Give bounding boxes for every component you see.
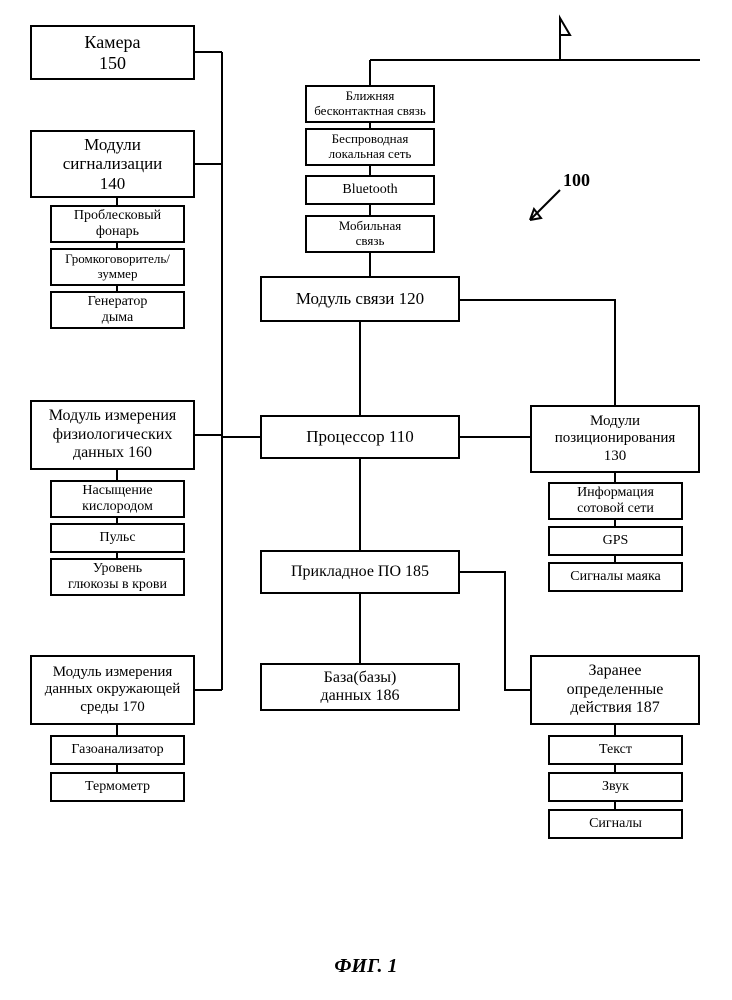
line: Термометр [85,779,150,795]
line: Пульс [99,530,135,546]
line: Беспроводная [332,132,409,147]
line: локальная сеть [329,147,412,162]
line: Информация [577,485,654,501]
box-cellinfo: Информация сотовой сети [548,482,683,520]
line: Текст [599,742,632,758]
line: сотовой сети [577,501,654,517]
box-wlan: Беспроводная локальная сеть [305,128,435,166]
line: сигнализации [63,154,163,174]
line: Мобильная [339,219,401,234]
line: Модуль связи 120 [296,289,424,309]
box-gps: GPS [548,526,683,556]
box-text: Текст [548,735,683,765]
line: Модуль измерения [53,664,173,681]
line: бесконтактная связь [314,104,426,119]
line: фонарь [96,224,139,240]
line: зуммер [98,267,138,282]
line: данных окружающей [45,681,181,698]
box-nfc: Ближняя бесконтактная связь [305,85,435,123]
line: 130 [604,448,627,465]
line: Сигналы маяка [570,569,661,585]
line: определенные [567,681,664,699]
box-sound: Звук [548,772,683,802]
line: физиологических [53,426,173,444]
line: Уровень [93,561,142,577]
line: Ближняя [346,89,395,104]
box-comm: Модуль связи 120 [260,276,460,322]
box-smoke: Генератор дыма [50,291,185,329]
box-pulse: Пульс [50,523,185,553]
box-speaker: Громкоговоритель/ зуммер [50,248,185,286]
line: 140 [100,174,126,194]
line: Звук [602,779,629,795]
box-gas: Газоанализатор [50,735,185,765]
box-preset: Заранее определенные действия 187 [530,655,700,725]
box-glucose: Уровень глюкозы в крови [50,558,185,596]
line: Модуль измерения [49,407,177,425]
line: Генератор [88,294,148,310]
line: 150 [99,53,126,74]
box-bt: Bluetooth [305,175,435,205]
box-cell: Мобильная связь [305,215,435,253]
line: База(базы) [324,669,397,687]
line: Насыщение [82,483,152,499]
box-physio: Модуль измерения физиологических данных … [30,400,195,470]
line: дыма [102,310,134,326]
line: Процессор 110 [306,427,414,447]
diagram-canvas: Камера 150 Модули сигнализации 140 Пробл… [0,0,732,1000]
line: Камера [84,32,140,53]
line: Bluetooth [342,182,397,198]
box-db: База(базы) данных 186 [260,663,460,711]
ref-label: 100 [563,170,590,191]
line: Прикладное ПО 185 [291,563,429,581]
line: позиционирования [555,430,676,447]
box-app: Прикладное ПО 185 [260,550,460,594]
box-pos: Модули позиционирования 130 [530,405,700,473]
line: Газоанализатор [71,742,163,758]
line: Модули [84,135,141,155]
line: Громкоговоритель/ [65,252,170,267]
line: GPS [603,533,629,549]
figure-caption: ФИГ. 1 [0,955,732,978]
box-signals: Сигналы [548,809,683,839]
line: Модули [590,413,640,430]
box-thermo: Термометр [50,772,185,802]
line: Сигналы [589,816,642,832]
box-env: Модуль измерения данных окружающей среды… [30,655,195,725]
line: Проблесковый [74,208,161,224]
box-alarm: Модули сигнализации 140 [30,130,195,198]
line: связь [356,234,385,249]
line: данных 186 [320,687,399,705]
line: глюкозы в крови [68,577,167,593]
box-flash: Проблесковый фонарь [50,205,185,243]
line: данных 160 [73,444,152,462]
line: действия 187 [570,699,659,717]
line: среды 170 [80,699,145,716]
line: кислородом [82,499,153,515]
line: Заранее [589,662,642,680]
box-camera: Камера 150 [30,25,195,80]
box-proc: Процессор 110 [260,415,460,459]
box-beacon: Сигналы маяка [548,562,683,592]
box-oxy: Насыщение кислородом [50,480,185,518]
